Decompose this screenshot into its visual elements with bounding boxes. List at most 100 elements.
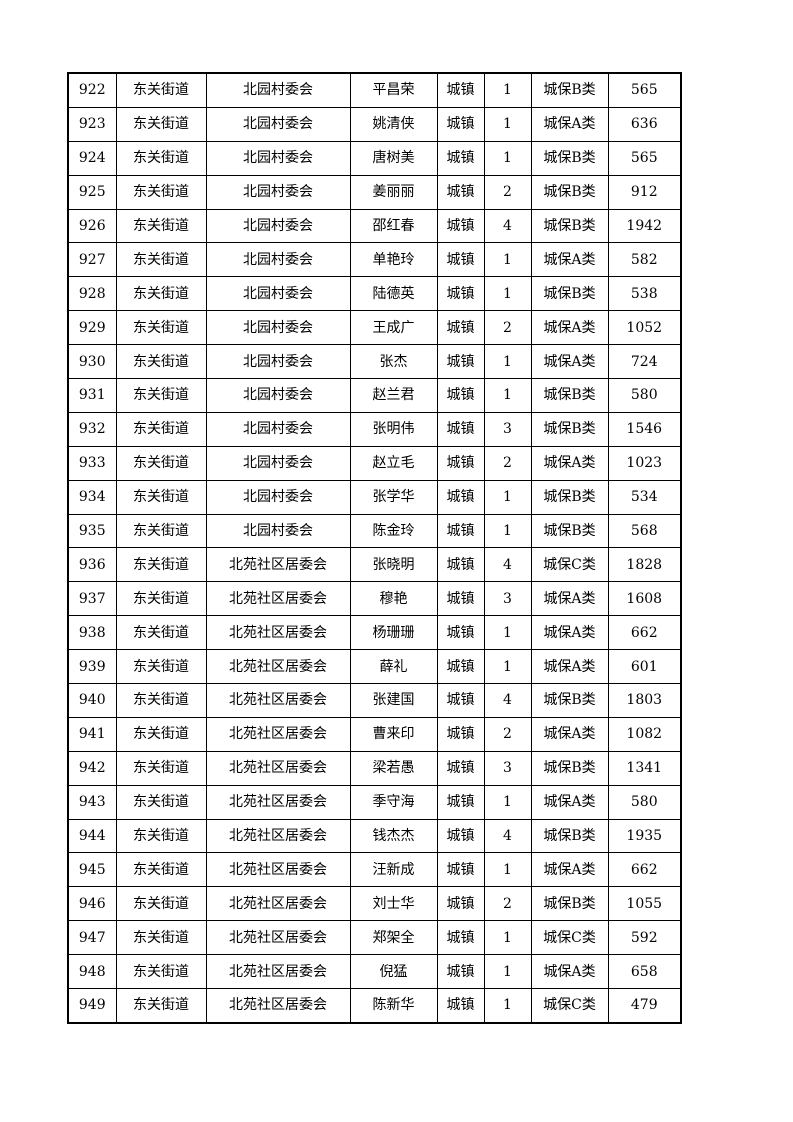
person-name-cell: 张学华 [349,479,438,515]
person-name-cell: 钱杰杰 [349,818,438,854]
insurance-category-cell: 城保A类 [530,954,609,990]
amount-cell: 662 [607,852,682,888]
area-type-cell: 城镇 [436,920,485,956]
insurance-category-cell: 城保A类 [530,344,609,380]
person-name-cell: 陈金玲 [349,513,438,549]
insurance-category-cell: 城保B类 [530,208,609,244]
insurance-category-cell: 城保B类 [530,886,609,922]
amount-cell: 636 [607,106,682,142]
insurance-category-cell: 城保A类 [530,615,609,651]
household-size-cell: 2 [483,716,532,752]
household-size-cell: 1 [483,242,532,278]
insurance-category-cell: 城保B类 [530,276,609,312]
table-row: 931 东关街道 北园村委会 赵兰君 城镇 1 城保B类 580 [67,378,682,413]
person-name-cell: 姚清侠 [349,106,438,142]
household-size-cell: 3 [483,750,532,786]
area-type-cell: 城镇 [436,513,485,549]
area-type-cell: 城镇 [436,411,485,447]
table-row: 940 东关街道 北苑社区居委会 张建国 城镇 4 城保B类 1803 [67,683,682,718]
street-cell: 东关街道 [115,716,207,752]
table-row: 938 东关街道 北苑社区居委会 杨珊珊 城镇 1 城保A类 662 [67,615,682,651]
person-name-cell: 单艳玲 [349,242,438,278]
committee-cell: 北苑社区居委会 [205,784,351,820]
household-size-cell: 1 [483,344,532,380]
table-row: 942 东关街道 北苑社区居委会 梁若愚 城镇 3 城保B类 1341 [67,750,682,786]
area-type-cell: 城镇 [436,140,485,176]
table-row: 923 东关街道 北园村委会 姚清侠 城镇 1 城保A类 636 [67,106,682,142]
area-type-cell: 城镇 [436,174,485,210]
street-cell: 东关街道 [115,513,207,549]
amount-cell: 1082 [607,716,682,752]
amount-cell: 1023 [607,445,682,481]
insurance-category-cell: 城保A类 [530,310,609,346]
table-row: 933 东关街道 北园村委会 赵立毛 城镇 2 城保A类 1023 [67,445,682,481]
committee-cell: 北园村委会 [205,310,351,346]
amount-cell: 565 [607,72,682,108]
row-number-cell: 924 [67,140,117,176]
person-name-cell: 唐树美 [349,140,438,176]
household-size-cell: 3 [483,581,532,617]
amount-cell: 1935 [607,818,682,854]
household-size-cell: 4 [483,818,532,854]
table-row: 949 东关街道 北苑社区居委会 陈新华 城镇 1 城保C类 479 [67,988,682,1024]
area-type-cell: 城镇 [436,547,485,583]
committee-cell: 北苑社区居委会 [205,818,351,854]
household-size-cell: 4 [483,547,532,583]
household-size-cell: 1 [483,784,532,820]
person-name-cell: 曹来印 [349,716,438,752]
person-name-cell: 郑架全 [349,920,438,956]
area-type-cell: 城镇 [436,954,485,990]
street-cell: 东关街道 [115,242,207,278]
household-size-cell: 4 [483,208,532,244]
street-cell: 东关街道 [115,886,207,922]
row-number-cell: 933 [67,445,117,481]
row-number-cell: 925 [67,174,117,210]
area-type-cell: 城镇 [436,615,485,651]
insurance-category-cell: 城保B类 [530,174,609,210]
table-row: 945 东关街道 北苑社区居委会 汪新成 城镇 1 城保A类 662 [67,852,682,888]
area-type-cell: 城镇 [436,344,485,380]
area-type-cell: 城镇 [436,886,485,922]
household-size-cell: 1 [483,988,532,1024]
amount-cell: 662 [607,615,682,651]
insurance-category-cell: 城保B类 [530,378,609,413]
row-number-cell: 931 [67,378,117,413]
table-row: 943 东关街道 北苑社区居委会 季守海 城镇 1 城保A类 580 [67,784,682,820]
area-type-cell: 城镇 [436,716,485,752]
table-row: 944 东关街道 北苑社区居委会 钱杰杰 城镇 4 城保B类 1935 [67,818,682,854]
insurance-category-cell: 城保B类 [530,72,609,108]
area-type-cell: 城镇 [436,988,485,1024]
committee-cell: 北苑社区居委会 [205,615,351,651]
person-name-cell: 王成广 [349,310,438,346]
table-row: 929 东关街道 北园村委会 王成广 城镇 2 城保A类 1052 [67,310,682,346]
table-row: 922 东关街道 北园村委会 平昌荣 城镇 1 城保B类 565 [67,72,682,108]
amount-cell: 1052 [607,310,682,346]
person-name-cell: 赵立毛 [349,445,438,481]
row-number-cell: 922 [67,72,117,108]
insurance-category-cell: 城保B类 [530,683,609,718]
street-cell: 东关街道 [115,683,207,718]
household-size-cell: 1 [483,852,532,888]
area-type-cell: 城镇 [436,276,485,312]
committee-cell: 北园村委会 [205,242,351,278]
person-name-cell: 梁若愚 [349,750,438,786]
insurance-category-cell: 城保B类 [530,140,609,176]
row-number-cell: 947 [67,920,117,956]
committee-cell: 北苑社区居委会 [205,547,351,583]
row-number-cell: 930 [67,344,117,380]
household-size-cell: 1 [483,649,532,685]
area-type-cell: 城镇 [436,378,485,413]
row-number-cell: 938 [67,615,117,651]
person-name-cell: 邵红春 [349,208,438,244]
street-cell: 东关街道 [115,140,207,176]
insurance-category-cell: 城保A类 [530,784,609,820]
amount-cell: 534 [607,479,682,515]
row-number-cell: 941 [67,716,117,752]
committee-cell: 北苑社区居委会 [205,649,351,685]
committee-cell: 北苑社区居委会 [205,581,351,617]
street-cell: 东关街道 [115,479,207,515]
person-name-cell: 汪新成 [349,852,438,888]
amount-cell: 565 [607,140,682,176]
area-type-cell: 城镇 [436,106,485,142]
amount-cell: 1341 [607,750,682,786]
